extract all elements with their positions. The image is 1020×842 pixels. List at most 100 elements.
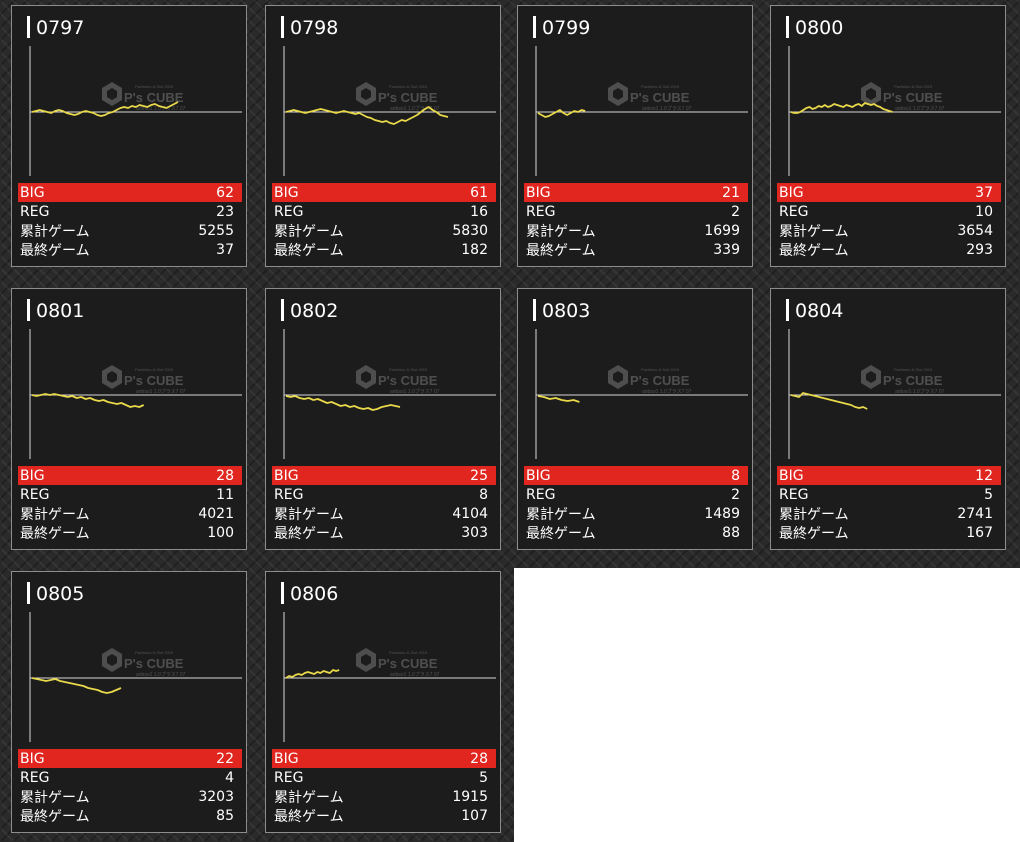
- total-games-value: 4104: [452, 505, 488, 522]
- big-count: 22: [216, 750, 234, 767]
- payout-graph: P's CUBE Pachinko & Slot 2019 anbso1 1.0プラ…: [518, 40, 754, 180]
- payout-graph: P's CUBE Pachinko & Slot 2019 anbso1 1.0プラ…: [12, 606, 248, 746]
- big-count: 28: [470, 750, 488, 767]
- big-count: 37: [975, 184, 993, 201]
- reg-count: 2: [731, 203, 740, 220]
- cube-icon: [356, 365, 376, 389]
- reg-row: REG 10: [777, 202, 1001, 221]
- watermark-brand: P's CUBE: [883, 90, 943, 105]
- machine-number: 0805: [27, 582, 84, 605]
- machine-card[interactable]: 0801 P's CUBE Pachinko & Slot 2019 anbso1 1…: [11, 288, 247, 550]
- reg-row: REG 8: [272, 485, 496, 504]
- reg-row: REG 5: [272, 768, 496, 787]
- watermark-brand: P's CUBE: [124, 373, 184, 388]
- reg-label: REG: [20, 486, 50, 503]
- reg-label: REG: [779, 203, 809, 220]
- cube-icon: [102, 82, 122, 106]
- machine-card[interactable]: 0799 P's CUBE Pachinko & Slot 2019 anbso1 1…: [517, 5, 753, 267]
- stats-table: BIG 61 REG 16 累計ゲーム 5830 最終ゲーム 182: [272, 183, 496, 259]
- big-label: BIG: [274, 184, 299, 201]
- big-label: BIG: [20, 184, 45, 201]
- cube-icon: [356, 82, 376, 106]
- machine-card[interactable]: 0804 P's CUBE Pachinko & Slot 2019 anbso1 1…: [770, 288, 1006, 550]
- watermark-brand: P's CUBE: [883, 373, 943, 388]
- watermark-top-line: Pachinko & Slot 2019: [641, 84, 680, 89]
- total-games-row: 累計ゲーム 4021: [18, 504, 242, 523]
- total-games-label: 累計ゲーム: [274, 506, 344, 523]
- payout-trend-line: [285, 669, 340, 679]
- reg-label: REG: [526, 486, 556, 503]
- watermark-top-line: Pachinko & Slot 2019: [389, 367, 428, 372]
- machine-card[interactable]: 0803 P's CUBE Pachinko & Slot 2019 anbso1 1…: [517, 288, 753, 550]
- last-games-label: 最終ゲーム: [20, 242, 90, 259]
- last-games-row: 最終ゲーム 339: [524, 240, 748, 259]
- machine-card[interactable]: 0802 P's CUBE Pachinko & Slot 2019 anbso1 1…: [265, 288, 501, 550]
- machine-number: 0804: [786, 299, 843, 322]
- last-games-row: 最終ゲーム 167: [777, 523, 1001, 542]
- machine-card[interactable]: 0797 P's CUBE Pachinko & Slot 2019 anbso1 1…: [11, 5, 247, 267]
- total-games-row: 累計ゲーム 1489: [524, 504, 748, 523]
- stats-table: BIG 22 REG 4 累計ゲーム 3203 最終ゲーム 85: [18, 749, 242, 825]
- reg-label: REG: [274, 486, 304, 503]
- total-games-value: 4021: [198, 505, 234, 522]
- watermark-sub-line: anbso1 1.0プラス7 07: [642, 106, 692, 112]
- machine-number: 0803: [533, 299, 590, 322]
- payout-graph: P's CUBE Pachinko & Slot 2019 anbso1 1.0プラ…: [266, 40, 502, 180]
- last-games-row: 最終ゲーム 293: [777, 240, 1001, 259]
- reg-count: 8: [479, 486, 488, 503]
- reg-row: REG 4: [18, 768, 242, 787]
- watermark-brand: P's CUBE: [630, 90, 690, 105]
- big-row: BIG 37: [777, 183, 1001, 202]
- stats-table: BIG 28 REG 5 累計ゲーム 1915 最終ゲーム 107: [272, 749, 496, 825]
- total-games-value: 1489: [704, 505, 740, 522]
- big-count: 8: [731, 467, 740, 484]
- machine-card[interactable]: 0805 P's CUBE Pachinko & Slot 2019 anbso1 1…: [11, 571, 247, 833]
- big-row: BIG 62: [18, 183, 242, 202]
- total-games-row: 累計ゲーム 3654: [777, 221, 1001, 240]
- machine-number: 0806: [281, 582, 338, 605]
- last-games-row: 最終ゲーム 303: [272, 523, 496, 542]
- stats-table: BIG 62 REG 23 累計ゲーム 5255 最終ゲーム 37: [18, 183, 242, 259]
- payout-graph: P's CUBE Pachinko & Slot 2019 anbso1 1.0プラ…: [771, 40, 1007, 180]
- big-label: BIG: [526, 184, 551, 201]
- watermark-sub-line: anbso1 1.0プラス7 07: [390, 106, 440, 112]
- watermark-brand: P's CUBE: [378, 90, 438, 105]
- last-games-value: 303: [461, 524, 488, 541]
- big-row: BIG 25: [272, 466, 496, 485]
- machine-card[interactable]: 0800 P's CUBE Pachinko & Slot 2019 anbso1 1…: [770, 5, 1006, 267]
- reg-row: REG 5: [777, 485, 1001, 504]
- watermark-brand: P's CUBE: [378, 656, 438, 671]
- big-count: 12: [975, 467, 993, 484]
- machine-card[interactable]: 0798 P's CUBE Pachinko & Slot 2019 anbso1 1…: [265, 5, 501, 267]
- big-count: 28: [216, 467, 234, 484]
- watermark-sub-line: anbso1 1.0プラス7 07: [642, 389, 692, 395]
- payout-trend-line: [790, 392, 868, 410]
- watermark-top-line: Pachinko & Slot 2019: [894, 84, 933, 89]
- watermark-top-line: Pachinko & Slot 2019: [894, 367, 933, 372]
- last-games-value: 293: [966, 241, 993, 258]
- payout-graph: P's CUBE Pachinko & Slot 2019 anbso1 1.0プラ…: [518, 323, 754, 463]
- watermark-top-line: Pachinko & Slot 2019: [135, 84, 174, 89]
- machine-card[interactable]: 0806 P's CUBE Pachinko & Slot 2019 anbso1 1…: [265, 571, 501, 833]
- big-count: 62: [216, 184, 234, 201]
- watermark-sub-line: anbso1 1.0プラス7 07: [136, 672, 186, 678]
- reg-label: REG: [274, 203, 304, 220]
- total-games-label: 累計ゲーム: [20, 223, 90, 240]
- cube-icon: [356, 648, 376, 672]
- watermark-sub-line: anbso1 1.0プラス7 07: [136, 106, 186, 112]
- big-label: BIG: [274, 467, 299, 484]
- last-games-value: 85: [216, 807, 234, 824]
- cube-icon: [102, 365, 122, 389]
- payout-graph: P's CUBE Pachinko & Slot 2019 anbso1 1.0プラ…: [266, 323, 502, 463]
- watermark-brand: P's CUBE: [378, 373, 438, 388]
- reg-row: REG 11: [18, 485, 242, 504]
- big-row: BIG 8: [524, 466, 748, 485]
- last-games-label: 最終ゲーム: [526, 525, 596, 542]
- machine-number: 0801: [27, 299, 84, 322]
- last-games-value: 88: [722, 524, 740, 541]
